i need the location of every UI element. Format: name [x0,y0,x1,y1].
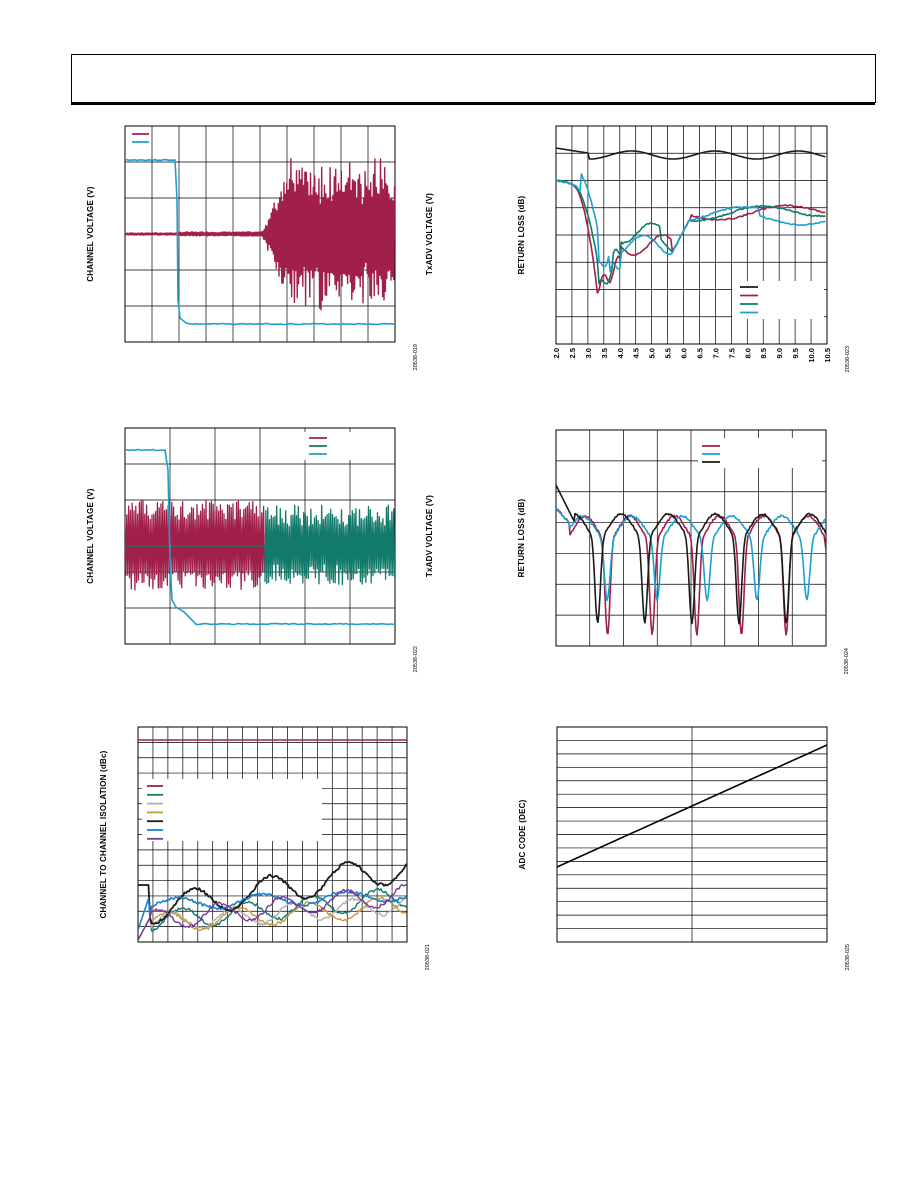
chart2-x-tick-label: 9.0 [775,348,784,358]
chart2-x-tick-label: 2.5 [568,348,577,358]
chart5-plot: CHANNEL TO CHANNEL ISOLATION (dBc) 20538-… [99,726,431,970]
chart2-x-tick-label: 10.0 [807,348,816,363]
page-header [71,54,876,103]
chart2-series-3-line [556,173,826,273]
chart2-ylabel: RETURN LOSS (dB) [517,195,526,274]
chart5-legend-box [142,779,322,841]
chart2-x-tick-label: 5.0 [648,348,657,358]
chart2-x-tick-label: 6.0 [680,348,689,358]
chart4-series-2-line [556,484,826,625]
chart2-x-tick-label: 3.0 [584,348,593,358]
chart1-ylabel2: TxADV VOLTAGE (V) [425,193,434,275]
chart2-x-tick-label: 8.0 [743,348,752,358]
chart2-x-tick-label: 5.5 [664,348,673,358]
chart3-figure-id: 20538-022 [413,646,419,672]
chart2-x-tick-label: 7.0 [711,348,720,358]
chart2-x-tick-label: 2.0 [552,348,561,358]
chart4-legend-box [698,438,822,468]
chart4-ylabel: RETURN LOSS (dB) [517,498,526,577]
chart6-figure-id: 20538-025 [845,944,851,970]
chart6-ylabel: ADC CODE (DEC) [518,799,527,869]
chart3-series-2-line [125,448,395,626]
chart2-x-tick-label: 8.5 [759,348,768,358]
header-rule [71,102,875,105]
chart4-plot: RETURN LOSS (dB) 20538-024 [517,429,850,674]
chart5-series-6-line [138,883,407,941]
chart2-x-tick-label: 7.5 [727,348,736,358]
chart3-series-0-line [125,499,266,591]
chart3-plot: CHANNEL VOLTAGE (V) TxADV VOLTAGE (V) 2053… [86,427,434,672]
chart5-series-4-line [138,860,407,925]
chart1-series-0-line [125,158,395,311]
chart1-plot: CHANNEL VOLTAGE (V) TxADV VOLTAGE (V) 2053… [86,125,434,370]
chart1-figure-id: 20538-019 [413,344,419,370]
chart2-x-tick-label: 10.5 [823,348,832,363]
chart2-x-tick-label: 4.5 [632,348,641,358]
chart2-x-tick-label: 4.0 [616,348,625,358]
chart2-plot: RETURN LOSS (dB) 20538-023 2.0 2.5 3.0 3.5 4.0… [517,125,851,372]
chart2-x-tick-label: 3.5 [600,348,609,358]
chart5-series-3-line [138,896,407,941]
chart6-series-0-line [557,744,827,868]
chart2-series-0-line [556,147,826,160]
chart6-plot: ADC CODE (DEC) 20538-025 [518,726,851,970]
chart1-ylabel: CHANNEL VOLTAGE (V) [86,186,95,281]
chart1-series-1-line [125,158,395,326]
chart3-ylabel2: TxADV VOLTAGE (V) [425,495,434,577]
chart2-figure-id: 20538-023 [845,346,851,372]
chart5-ylabel: CHANNEL TO CHANNEL ISOLATION (dBc) [99,750,108,918]
chart2-x-tick-label: 9.5 [791,348,800,358]
chart4-figure-id: 20538-024 [844,648,850,674]
chart3-ylabel: CHANNEL VOLTAGE (V) [86,488,95,583]
chart6-grid [557,727,827,942]
chart5-series-5-line [138,889,407,931]
chart5-figure-id: 20538-021 [425,944,431,970]
chart5-series-2-line [138,897,407,941]
chart3-series-1-line [125,504,395,586]
chart2-series-2-line [556,179,826,285]
chart2-x-tick-label: 6.5 [695,348,704,358]
chart2-series-1-line [556,179,826,294]
chart4-series-1-line [556,507,826,602]
